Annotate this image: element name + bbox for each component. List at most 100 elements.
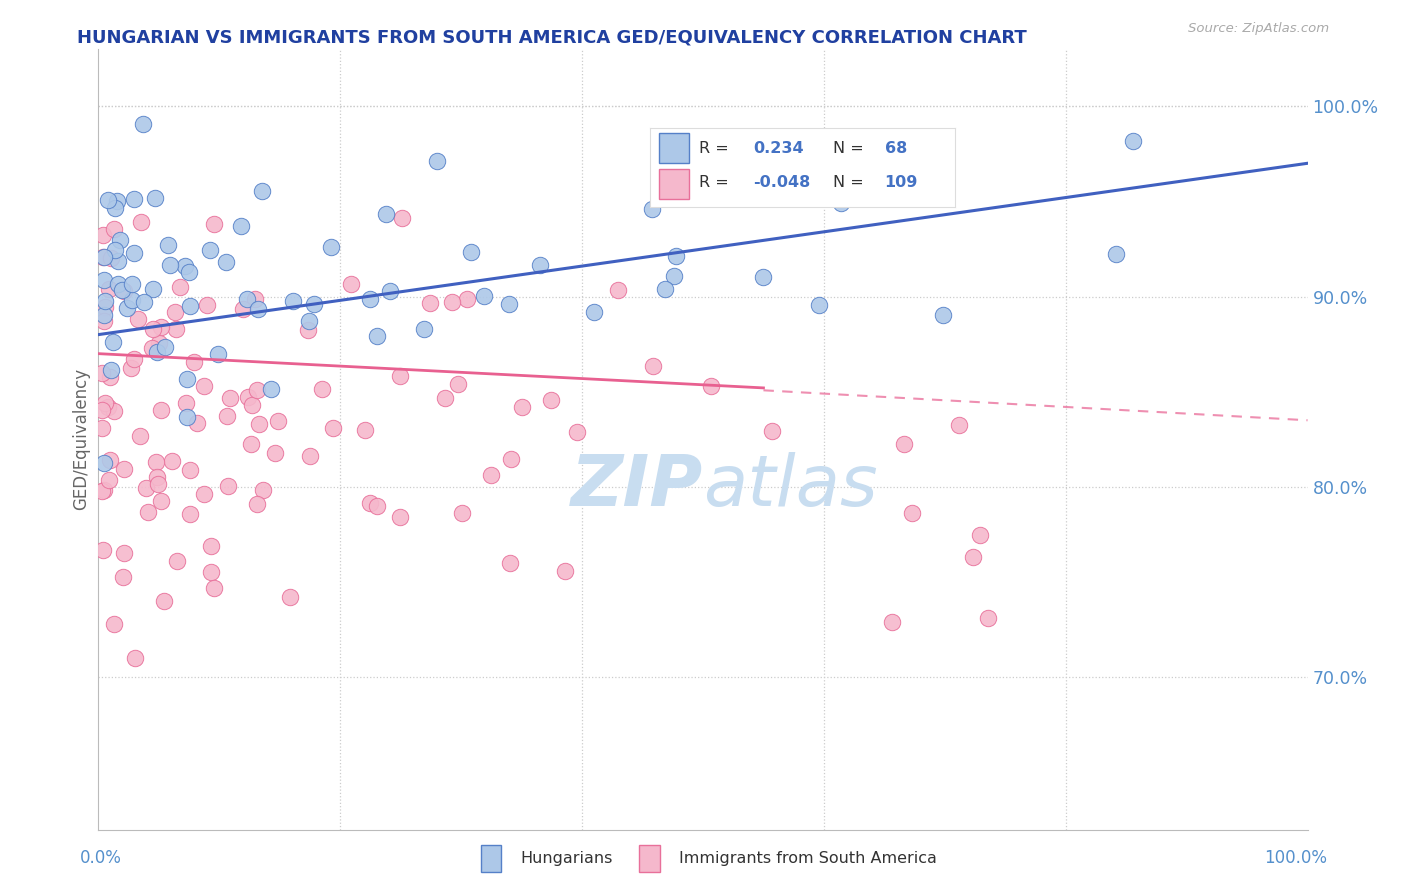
- Point: [389, 510, 412, 524]
- Point: [148, 476, 170, 491]
- Point: [149, 320, 172, 334]
- Text: R =: R =: [699, 176, 728, 190]
- Point: [93, 543, 115, 558]
- Point: [529, 258, 551, 272]
- Point: [247, 301, 270, 316]
- Point: [962, 549, 984, 564]
- Point: [479, 467, 502, 482]
- Point: [153, 594, 176, 608]
- Point: [297, 323, 319, 337]
- Point: [239, 437, 262, 451]
- Point: [340, 277, 363, 291]
- Point: [143, 191, 166, 205]
- Point: [93, 396, 115, 410]
- Point: [243, 292, 266, 306]
- Point: [758, 167, 780, 181]
- Text: Source: ZipAtlas.com: Source: ZipAtlas.com: [1188, 22, 1329, 36]
- Point: [91, 228, 114, 243]
- Point: [129, 429, 152, 443]
- Point: [93, 250, 115, 264]
- Point: [141, 342, 163, 356]
- Point: [302, 296, 325, 310]
- Point: [246, 497, 269, 511]
- Point: [165, 305, 187, 319]
- Point: [174, 259, 197, 273]
- Point: [100, 251, 122, 265]
- Point: [103, 403, 125, 417]
- Point: [219, 391, 242, 405]
- Point: [354, 424, 377, 438]
- Point: [246, 383, 269, 397]
- Point: [103, 616, 125, 631]
- Point: [830, 196, 852, 211]
- Point: [215, 409, 238, 423]
- Text: R =: R =: [699, 141, 728, 156]
- Point: [426, 153, 449, 168]
- Point: [311, 383, 333, 397]
- Point: [104, 243, 127, 257]
- Point: [808, 298, 831, 312]
- Point: [91, 366, 114, 380]
- Point: [359, 496, 381, 510]
- Point: [142, 322, 165, 336]
- Point: [391, 211, 413, 225]
- Point: [641, 202, 664, 216]
- Point: [298, 449, 321, 463]
- Point: [665, 249, 688, 263]
- Text: N =: N =: [832, 176, 863, 190]
- Text: ZIP: ZIP: [571, 451, 703, 521]
- Point: [456, 292, 478, 306]
- Point: [193, 487, 215, 501]
- Point: [510, 400, 533, 414]
- Point: [200, 539, 222, 553]
- Point: [94, 294, 117, 309]
- Point: [91, 483, 114, 498]
- Bar: [659, 133, 689, 163]
- Point: [132, 294, 155, 309]
- Point: [498, 297, 520, 311]
- Point: [193, 378, 215, 392]
- Point: [413, 322, 436, 336]
- Point: [91, 403, 114, 417]
- Point: [166, 554, 188, 568]
- Point: [267, 414, 290, 428]
- Point: [231, 219, 253, 234]
- Point: [177, 265, 200, 279]
- Text: -0.048: -0.048: [754, 176, 811, 190]
- Point: [472, 289, 495, 303]
- Text: 68: 68: [884, 141, 907, 156]
- Point: [202, 581, 225, 595]
- Text: 0.0%: 0.0%: [80, 849, 122, 867]
- Point: [260, 383, 283, 397]
- Point: [319, 239, 342, 253]
- Point: [654, 282, 676, 296]
- Point: [117, 301, 139, 316]
- Point: [215, 254, 238, 268]
- Point: [540, 393, 562, 408]
- Point: [1122, 134, 1144, 148]
- Point: [91, 250, 114, 264]
- Point: [93, 314, 115, 328]
- Point: [150, 403, 173, 417]
- Point: [195, 298, 218, 312]
- Point: [179, 507, 201, 521]
- Point: [121, 293, 143, 307]
- Point: [641, 359, 664, 373]
- Point: [93, 456, 115, 470]
- Point: [460, 245, 482, 260]
- Point: [501, 451, 523, 466]
- Point: [977, 611, 1000, 625]
- Text: N =: N =: [832, 141, 863, 156]
- Point: [150, 494, 173, 508]
- Point: [120, 360, 142, 375]
- Point: [142, 282, 165, 296]
- Point: [441, 294, 464, 309]
- Point: [159, 258, 181, 272]
- Point: [207, 347, 229, 361]
- Point: [160, 454, 183, 468]
- Point: [419, 296, 441, 310]
- Text: 109: 109: [884, 176, 918, 190]
- Point: [565, 425, 588, 439]
- Point: [751, 270, 773, 285]
- Point: [263, 446, 285, 460]
